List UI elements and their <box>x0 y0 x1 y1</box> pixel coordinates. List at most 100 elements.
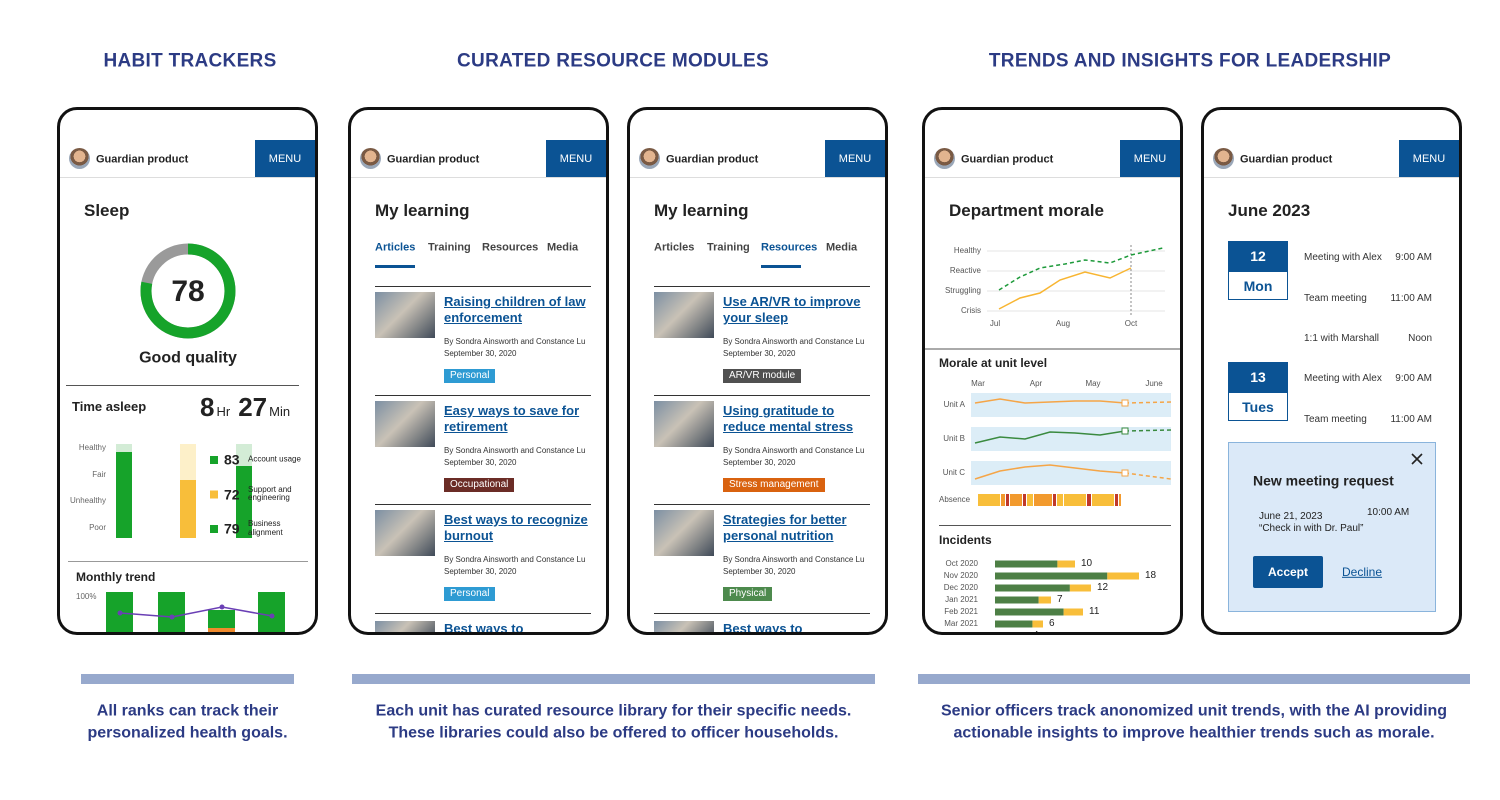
caption-bar <box>81 674 294 684</box>
section-label: Time asleep <box>72 399 147 415</box>
day-weekday: Tues <box>1228 392 1288 421</box>
incident-segment <box>1107 572 1139 580</box>
section-label: Incidents <box>939 532 992 547</box>
header-divider <box>1204 177 1459 178</box>
sleep-quality: Good quality <box>139 349 237 367</box>
menu-button[interactable]: MENU <box>546 140 606 177</box>
legend-label: Support and engineering <box>248 484 292 503</box>
divider <box>375 613 591 614</box>
unit-band <box>971 461 1171 485</box>
section-caption: Senior officers track anonomized unit tr… <box>940 702 1448 720</box>
divider <box>654 504 870 505</box>
header-divider <box>351 177 606 178</box>
duration-part: 8 <box>200 392 215 422</box>
phone-screen: Guardian product MENU My learning Articles T… <box>348 107 609 635</box>
article-tag: Occupational <box>444 478 515 492</box>
caption-bar <box>352 674 875 684</box>
month-label: Apr <box>1029 379 1043 389</box>
trend-dot <box>269 613 275 619</box>
duration: 8 Hr 27 Min <box>200 392 300 422</box>
event-time: 9:00 AM <box>1395 373 1432 384</box>
decline-link[interactable]: Decline <box>1342 564 1383 579</box>
level-label: Crisis <box>961 306 981 316</box>
article-title[interactable]: Use AR/VR to improve your sleep <box>723 294 861 325</box>
incident-bar <box>995 572 1139 580</box>
request-time: 10:00 AM <box>1367 507 1410 518</box>
header-divider <box>60 177 315 178</box>
divider <box>939 525 1171 526</box>
menu-button[interactable]: MENU <box>255 140 315 177</box>
trend-dot <box>169 614 175 620</box>
section-title: CURATED RESOURCE MODULES <box>457 50 769 72</box>
article-title[interactable]: Best ways to <box>444 621 524 635</box>
trend-line <box>998 247 1164 291</box>
incident-label: Nov 2020 <box>943 571 978 581</box>
tab[interactable]: Resources <box>482 241 539 254</box>
trend-dot <box>117 610 123 616</box>
event-name: Meeting with Alex <box>1304 373 1382 384</box>
level-label: Fair <box>92 469 106 479</box>
incident-segment <box>995 608 1064 616</box>
divider <box>66 385 299 386</box>
article-title[interactable]: Best ways to recognize burnout <box>444 512 588 543</box>
unit-line <box>974 464 1126 480</box>
menu-button[interactable]: MENU <box>1399 140 1459 177</box>
article-title[interactable]: Strategies for better personal nutrition <box>723 512 847 543</box>
section-label: Morale at unit level <box>939 355 1048 370</box>
incident-label: Oct 2020 <box>945 559 978 569</box>
trend-dot <box>219 604 225 610</box>
article-image <box>375 292 435 338</box>
article-date: September 30, 2020 <box>723 458 796 468</box>
section-caption: Each unit has curated resource library f… <box>375 702 852 720</box>
article-title[interactable]: Easy ways to save for retirement <box>444 403 580 434</box>
incident-label: Feb 2021 <box>944 607 978 617</box>
event-name: Team meeting <box>1304 292 1367 304</box>
screen-title: Department morale <box>949 200 1104 220</box>
unit-label: Unit B <box>943 434 965 444</box>
incident-segment <box>1032 620 1043 628</box>
day-number: 12 <box>1228 241 1288 271</box>
accept-button[interactable]: Accept <box>1253 556 1323 588</box>
tab[interactable]: Articles <box>375 241 416 254</box>
trend-bar <box>208 628 235 632</box>
event-time: Noon <box>1408 333 1432 344</box>
tab[interactable]: Resources <box>761 241 818 254</box>
tab[interactable]: Media <box>826 241 858 254</box>
tab[interactable]: Training <box>428 241 471 254</box>
absence-segment <box>1053 494 1056 506</box>
event-time: 11:00 AM <box>1390 413 1432 425</box>
duration-part: Min <box>269 404 291 419</box>
month-label: Oct <box>1124 319 1138 329</box>
menu-button[interactable]: MENU <box>1120 140 1180 177</box>
absence-label: Absence <box>939 495 971 505</box>
article-image <box>654 510 714 556</box>
avatar <box>1213 148 1234 169</box>
section-title: HABIT TRACKERS <box>103 50 277 72</box>
article-title[interactable]: Using gratitude to reduce mental stress <box>723 403 854 434</box>
article-title[interactable]: Best ways to <box>723 621 803 635</box>
tab[interactable]: Articles <box>654 241 695 254</box>
unit-marker <box>1121 399 1129 407</box>
avatar <box>934 148 955 169</box>
event-name: Meeting with Alex <box>1304 252 1382 263</box>
phone-screen: Guardian product MENU My learning Articles T… <box>627 107 888 635</box>
unit-line <box>974 398 1126 404</box>
incident-segment <box>995 572 1108 580</box>
tab[interactable]: Media <box>547 241 579 254</box>
bar-bg <box>116 444 132 452</box>
article-tag: Physical <box>723 587 773 601</box>
duration-part: 27 <box>238 392 268 422</box>
incident-value: 4 <box>1033 630 1039 632</box>
graphics <box>106 243 285 632</box>
incident-value: 6 <box>1049 618 1055 629</box>
incident-bar <box>995 608 1083 616</box>
close-button[interactable] <box>1411 453 1423 465</box>
incident-label: Dec 2020 <box>943 583 978 593</box>
incident-segment <box>1063 608 1083 616</box>
article-title[interactable]: Raising children of law enforcement <box>444 294 586 325</box>
tab[interactable]: Training <box>707 241 750 254</box>
menu-button[interactable]: MENU <box>825 140 885 177</box>
unit-line <box>974 430 1126 444</box>
article-byline: By Sondra Ainsworth and Constance Lu <box>444 555 586 565</box>
article-date: September 30, 2020 <box>723 567 796 577</box>
